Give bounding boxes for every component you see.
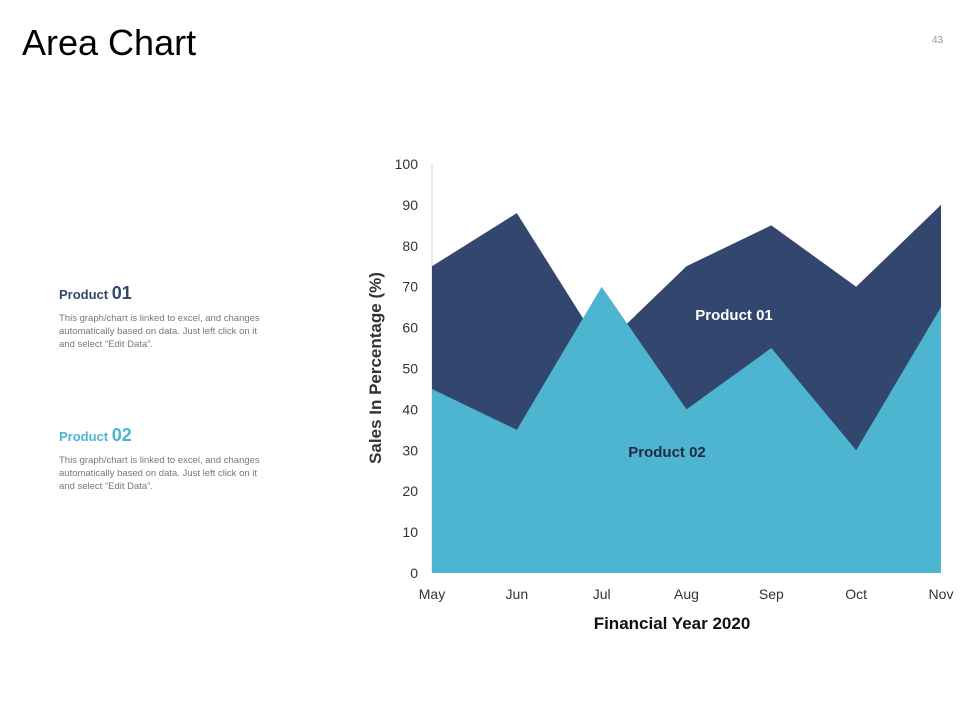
- product-02-label: Product: [59, 429, 109, 444]
- x-axis-title: Financial Year 2020: [594, 614, 751, 633]
- y-tick-label: 90: [402, 197, 418, 213]
- annotation-product-02: Product 02: [628, 444, 706, 461]
- product-02-number: 02: [111, 425, 132, 445]
- area-series-product-02: [432, 286, 941, 573]
- y-axis-title: Sales In Percentage (%): [366, 272, 385, 464]
- y-tick-label: 50: [402, 361, 418, 377]
- y-tick-label: 20: [402, 483, 418, 499]
- page-number: 43: [932, 35, 944, 46]
- y-tick-label: 100: [395, 156, 419, 172]
- x-tick-label: Jul: [593, 586, 611, 602]
- y-tick-label: 40: [402, 401, 418, 417]
- x-tick-label: Oct: [845, 586, 867, 602]
- product-01-title: Product 01: [59, 283, 274, 304]
- y-tick-label: 10: [402, 524, 418, 540]
- slide-title: Area Chart: [22, 22, 197, 63]
- y-tick-label: 30: [402, 442, 418, 458]
- product-01-number: 01: [111, 283, 132, 303]
- y-tick-label: 80: [402, 238, 418, 254]
- x-tick-label: Jun: [506, 586, 529, 602]
- x-tick-label: Sep: [759, 586, 784, 602]
- y-tick-label: 70: [402, 279, 418, 295]
- x-tick-label: Nov: [929, 586, 954, 602]
- product-02-block: Product 02 This graph/chart is linked to…: [59, 425, 274, 493]
- y-tick-label: 60: [402, 320, 418, 336]
- product-01-label: Product: [59, 287, 109, 302]
- x-tick-label: May: [419, 586, 445, 602]
- product-02-title: Product 02: [59, 425, 274, 446]
- product-02-description: This graph/chart is linked to excel, and…: [59, 455, 260, 492]
- annotation-product-01: Product 01: [695, 307, 773, 324]
- product-01-description: This graph/chart is linked to excel, and…: [59, 313, 260, 350]
- y-tick-label: 0: [410, 565, 418, 581]
- x-tick-label: Aug: [674, 586, 699, 602]
- product-01-block: Product 01 This graph/chart is linked to…: [59, 283, 274, 351]
